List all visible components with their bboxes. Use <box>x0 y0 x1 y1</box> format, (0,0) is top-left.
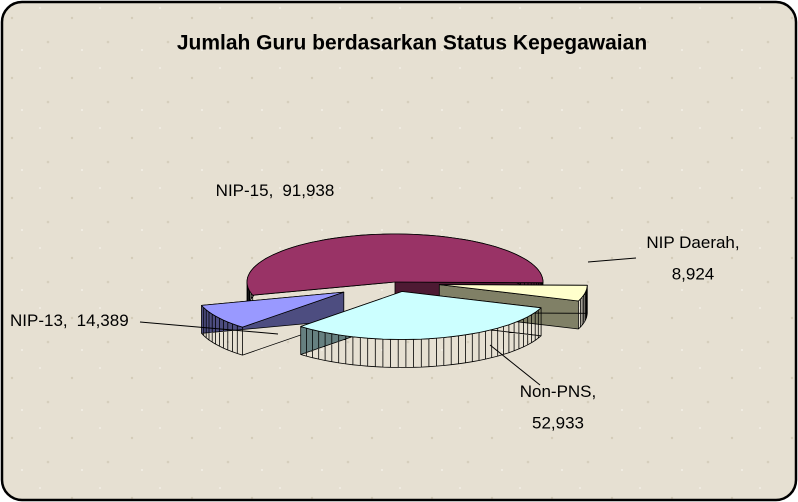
slice <box>201 291 345 328</box>
data-label: NIP-15, 91,938 <box>216 181 335 200</box>
slice <box>246 233 544 296</box>
data-label: NIP Daerah, <box>646 233 739 252</box>
value-label: 14,389 <box>77 311 129 330</box>
value-label: 8,924 <box>672 264 715 283</box>
category-name: Non-PNS <box>520 382 592 401</box>
leader-line <box>489 344 541 386</box>
data-label: Non-PNS, <box>520 382 597 401</box>
leader-line <box>587 257 637 263</box>
data-label: NIP-13, 14,389 <box>10 311 129 330</box>
labels: NIP-15, 91,938 NIP Daerah, 8,924 Non-PNS, 52,… <box>10 181 740 432</box>
separator: , <box>592 382 597 401</box>
pie <box>201 233 588 368</box>
separator: , <box>735 233 740 252</box>
value-label: 52,933 <box>532 413 584 432</box>
category-name: NIP-13 <box>10 311 63 330</box>
slice <box>300 291 542 340</box>
separator: , <box>269 181 274 200</box>
category-name: NIP-15 <box>216 181 269 200</box>
separator: , <box>63 311 68 330</box>
chart-title: Jumlah Guru berdasarkan Status Kepegawai… <box>177 32 647 55</box>
value-label: 91,938 <box>282 181 334 200</box>
category-name: NIP Daerah <box>646 233 735 252</box>
leader-line <box>139 321 279 335</box>
slice <box>438 284 588 302</box>
